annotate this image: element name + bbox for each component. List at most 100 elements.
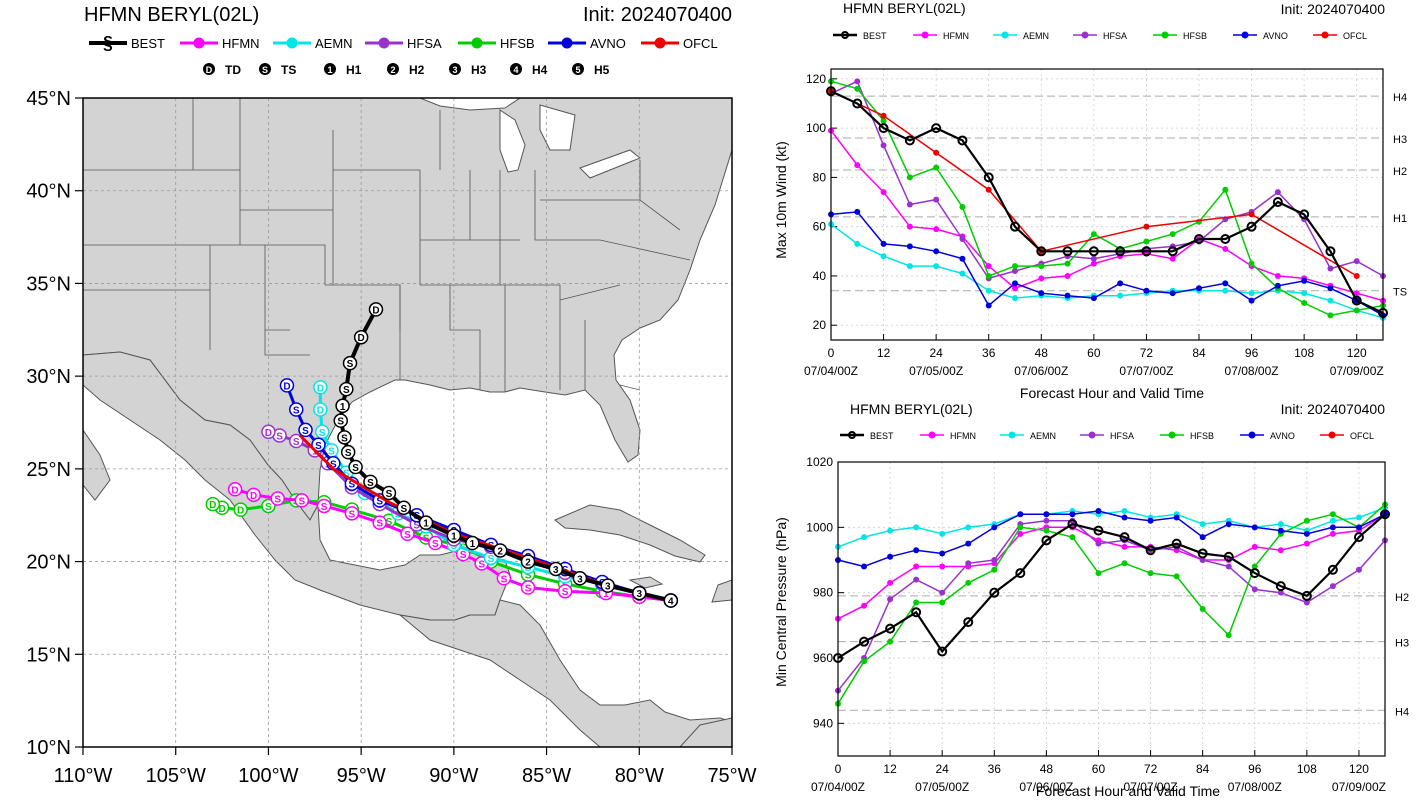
data-point-hfmn	[1012, 285, 1018, 292]
land-hispaniola	[711, 579, 732, 603]
legend-label-avno: AVNO	[1270, 431, 1295, 441]
data-point-avno	[1069, 511, 1076, 518]
x-tick-label: 84	[1196, 762, 1210, 776]
data-point-hfsb	[1353, 307, 1360, 314]
map-lat-tick-label: 20°N	[26, 552, 71, 574]
data-point-avno	[985, 302, 992, 309]
y-tick-label: 960	[813, 651, 833, 665]
data-point-hfsa	[880, 142, 887, 149]
track-point-hfmn	[428, 535, 443, 551]
intensity-symbol-h2	[387, 63, 399, 75]
track-intensity-glyph: S	[343, 469, 350, 480]
data-point-best	[937, 646, 948, 657]
plot-frame	[837, 461, 1386, 757]
data-point-avno	[1248, 297, 1255, 304]
data-point-best	[1220, 233, 1231, 244]
map-lat-tick-label: 10°N	[26, 737, 71, 759]
track-point-hfmn	[496, 571, 512, 586]
x-tick-label: 48	[1040, 762, 1054, 776]
date-tick-label: 07/07/00Z	[1124, 780, 1178, 794]
data-point-hfsb	[1043, 527, 1050, 534]
data-point-hfsb	[906, 174, 913, 181]
data-point-aemn	[1222, 287, 1229, 294]
data-point-hfmn	[1222, 245, 1229, 252]
data-point-avno	[1199, 534, 1206, 541]
track-point-best	[663, 593, 679, 608]
legend-label-hfmn: HFMN	[950, 431, 976, 441]
map-lon-tick-label: 80°W	[615, 765, 664, 787]
track-intensity-glyph: D	[209, 500, 216, 511]
track-point-hfmn	[316, 498, 332, 514]
data-point-aemn	[985, 287, 992, 294]
data-point-hfsb	[1038, 263, 1045, 270]
x-tick-label: 84	[1192, 346, 1206, 360]
data-point-hfmn	[1169, 255, 1176, 262]
track-intensity-glyph: S	[352, 463, 359, 474]
data-point-hfmn	[1121, 543, 1128, 550]
wind-chart-panel: HFMN BERYL(02L) Init: 2024070400 Forecas…	[773, 0, 1407, 401]
legend-label-hfsb: HFSB	[1183, 31, 1207, 41]
data-point-hfsb	[1251, 563, 1258, 570]
date-tick-label: 07/05/00Z	[915, 780, 969, 794]
data-point-best	[1010, 221, 1020, 232]
intensity-label-h1: H1	[346, 63, 362, 77]
x-tick-label: 108	[1297, 762, 1317, 776]
data-point-hfsa	[1355, 566, 1362, 573]
data-point-hfsb	[1095, 570, 1102, 577]
track-intensity-glyph: D	[218, 504, 225, 515]
data-point-avno	[887, 553, 894, 560]
track-intensity-glyph: S	[525, 571, 532, 582]
track-intensity-glyph: 1	[470, 539, 476, 550]
track-intensity-glyph: S	[386, 517, 393, 528]
map-lon-tick-label: 95°W	[337, 765, 386, 787]
land-baja	[83, 429, 111, 501]
data-point-hfsb	[1173, 573, 1180, 580]
data-point-hfsb	[1303, 517, 1310, 524]
data-point-hfsb	[1147, 570, 1154, 577]
data-point-best	[1015, 568, 1026, 579]
data-point-avno	[1329, 524, 1336, 531]
land-central-america	[398, 599, 732, 747]
track-point-avno	[279, 378, 295, 393]
track-intensity-glyph: D	[317, 383, 324, 394]
data-point-best	[1167, 246, 1178, 257]
x-tick-label: 96	[1245, 346, 1259, 360]
track-point-best	[342, 355, 358, 371]
data-point-hfmn	[933, 226, 940, 233]
data-point-best	[1171, 538, 1182, 549]
data-point-aemn	[939, 530, 946, 537]
data-point-hfsb	[913, 599, 920, 606]
map-lon-tick-label: 100°W	[238, 765, 298, 787]
x-tick-label: 108	[1294, 346, 1314, 360]
y-tick-label: 1020	[806, 455, 833, 469]
data-point-best	[1093, 525, 1104, 536]
x-tick-label: 0	[835, 762, 842, 776]
track-intensity-glyph: S	[413, 520, 420, 531]
data-point-hfmn	[1017, 530, 1024, 537]
plot-frame	[830, 68, 1384, 341]
data-point-hfmn	[1277, 547, 1284, 554]
land-south-america	[679, 717, 732, 747]
data-point-avno	[1143, 287, 1150, 294]
track-intensity-glyph: 2	[497, 546, 503, 557]
data-point-avno	[959, 255, 966, 262]
map-lat-tick-label: 35°N	[26, 273, 71, 295]
data-point-avno	[1355, 524, 1362, 531]
y-tick-label: 940	[813, 716, 833, 730]
track-map-panel: HFMN BERYL(02L) Init: 2024070400 § BEST HF…	[26, 4, 756, 787]
track-point-avno	[288, 402, 304, 417]
data-point-best	[904, 135, 915, 146]
intensity-label-ts: TS	[281, 63, 296, 77]
track-point-hfmn	[270, 491, 285, 506]
data-point-hfmn	[1038, 275, 1045, 282]
series-line-hfmn	[830, 130, 1384, 302]
data-point-avno	[1095, 508, 1102, 514]
date-tick-label: 07/08/00Z	[1228, 780, 1282, 794]
x-tick-label: 12	[883, 762, 897, 776]
data-point-best	[859, 636, 870, 647]
data-point-aemn	[880, 253, 887, 260]
intensity-ref-label: H3	[1393, 134, 1407, 146]
data-point-hfmn	[861, 602, 868, 609]
track-point-hfmn	[520, 580, 536, 595]
map-area: 43SSSSSSSSSSSDDD411SSSSSSSSSSSSDD43SSSSS…	[83, 98, 732, 747]
